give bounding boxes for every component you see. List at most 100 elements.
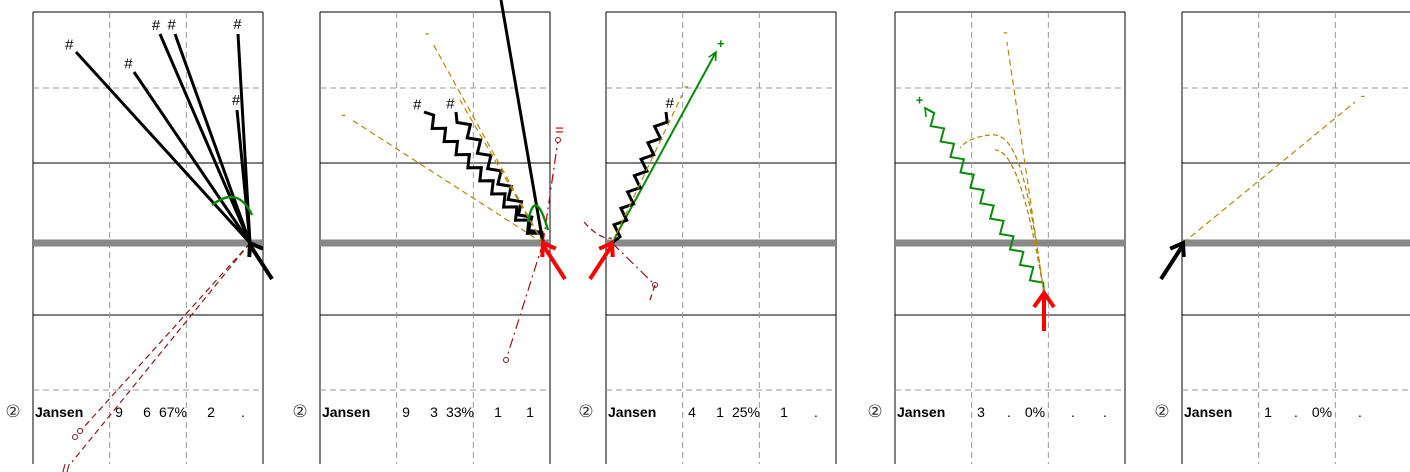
- origin-arrow-head: [598, 239, 615, 258]
- stat-value-4: .: [1071, 404, 1075, 420]
- stat-value-3: 0%: [1312, 404, 1332, 420]
- player-name: Jansen: [1184, 404, 1232, 420]
- shot-line-4: [611, 242, 656, 286]
- shot-line-7-label: =: [555, 122, 564, 139]
- player-badge: ②: [578, 402, 593, 421]
- shot-line-2: [423, 110, 545, 244]
- shot-curve-2: [994, 149, 1045, 294]
- shot-curve-1: [583, 221, 613, 239]
- shot-line-1-head: [708, 50, 717, 62]
- shot-line-7: [542, 139, 559, 244]
- shot-line-6: [459, 99, 544, 244]
- panel-3: + #- ② Jansen 4 1 25% 1.: [578, 11, 837, 464]
- shot-line-2-label: #: [124, 56, 133, 73]
- shot-line-2-label: #: [413, 97, 422, 114]
- shot-line-7-end: [555, 137, 561, 143]
- stat-value-3: 33%: [446, 404, 474, 420]
- shot-line-3-label: -: [684, 78, 689, 95]
- shot-line-7: [74, 242, 251, 438]
- shot-line-6: [235, 109, 252, 244]
- stat-value-4: 1: [494, 404, 502, 420]
- shot-curve-1: [211, 195, 254, 216]
- stat-value-5: 1: [526, 404, 534, 420]
- shot-line-1: [499, 0, 545, 244]
- stat-value-1: 9: [402, 404, 410, 420]
- shot-line-1-label: +: [717, 36, 725, 51]
- stat-value-3: 67%: [159, 404, 187, 420]
- shot-line-1: [924, 107, 1045, 294]
- origin-arrow: [247, 239, 274, 281]
- shot-line-3: [611, 94, 683, 244]
- stat-value-4: 2: [207, 404, 215, 420]
- player-name: Jansen: [897, 404, 945, 420]
- player-badge: ②: [1154, 402, 1169, 421]
- player-badge: ②: [5, 402, 20, 421]
- stat-value-3: 0%: [1025, 404, 1045, 420]
- stat-value-1: 9: [115, 404, 123, 420]
- origin-arrow: [1032, 289, 1056, 331]
- shot-curve-2: [649, 284, 656, 301]
- stat-value-2: .: [1294, 404, 1298, 420]
- shot-line-5-label: -: [425, 25, 430, 42]
- shot-line-8: [71, 242, 251, 463]
- shot-line-3: [158, 33, 252, 244]
- player-badge: ②: [292, 402, 307, 421]
- shot-line-8: [505, 242, 544, 361]
- shot-line-8-end: [503, 357, 509, 363]
- stat-value-5: .: [1103, 404, 1107, 420]
- origin-arrow-shaft: [541, 243, 567, 281]
- shot-line-1: [74, 50, 252, 245]
- origin-arrow: [540, 239, 567, 281]
- panel-1: # # # # # # // ② Jansen 9 6 67% 2.: [5, 11, 274, 472]
- origin-arrow-shaft: [248, 243, 274, 281]
- shot-curve-1: [959, 134, 1045, 294]
- shot-line-1-label: -: [1360, 88, 1365, 105]
- shot-line-3: [454, 111, 545, 244]
- shot-line-8-label: //: [62, 462, 71, 472]
- shot-line-5: [431, 41, 544, 244]
- stat-value-2: 6: [143, 404, 151, 420]
- stat-value-5: .: [814, 404, 818, 420]
- origin-arrow-head: [1032, 289, 1056, 309]
- stat-value-3: 25%: [732, 404, 760, 420]
- shot-line-1-label: #: [65, 37, 74, 54]
- origin-arrow-head: [1169, 239, 1186, 258]
- origin-arrow-head: [540, 239, 557, 258]
- shot-end-marker: [72, 434, 78, 440]
- origin-arrow: [1159, 239, 1186, 281]
- shot-line-1-head: [924, 106, 934, 118]
- origin-arrow-head: [247, 239, 264, 258]
- stat-value-1: 1: [1264, 404, 1272, 420]
- shot-line-4-label: -: [341, 107, 346, 124]
- shot-line-6-label: #: [232, 92, 241, 109]
- origin-arrow-shaft: [588, 243, 614, 281]
- shot-line-2-label: #: [666, 95, 675, 112]
- shot-line-1-label: +: [916, 93, 924, 108]
- player-name: Jansen: [608, 404, 656, 420]
- shot-line-2-label: -: [1003, 24, 1008, 41]
- panel-5: - ② Jansen 1. 0%.: [1154, 11, 1410, 464]
- shot-line-2: [132, 71, 252, 244]
- shot-line-3-label: #: [152, 17, 161, 34]
- stat-value-2: .: [1007, 404, 1011, 420]
- shot-curve-1: [526, 204, 550, 231]
- origin-arrow-shaft: [1159, 243, 1185, 281]
- stat-value-2: 3: [430, 404, 438, 420]
- origin-arrow: [588, 239, 615, 281]
- stat-value-4: 1: [780, 404, 788, 420]
- stat-value-5: .: [241, 404, 245, 420]
- shot-line-5-label: #: [233, 16, 242, 33]
- shot-line-2: [611, 111, 669, 245]
- shot-line-4: [351, 119, 544, 244]
- shot-line-1: [611, 51, 717, 244]
- player-badge: ②: [867, 402, 882, 421]
- stat-value-1: 3: [977, 404, 985, 420]
- panel-4: + - ② Jansen 3. 0%..: [867, 11, 1126, 464]
- stat-value-1: 4: [688, 404, 696, 420]
- player-name: Jansen: [322, 404, 370, 420]
- shot-end-marker: [77, 428, 83, 434]
- shot-line-1: [1182, 101, 1356, 244]
- stat-value-2: 1: [716, 404, 724, 420]
- shot-line-4: [173, 33, 252, 244]
